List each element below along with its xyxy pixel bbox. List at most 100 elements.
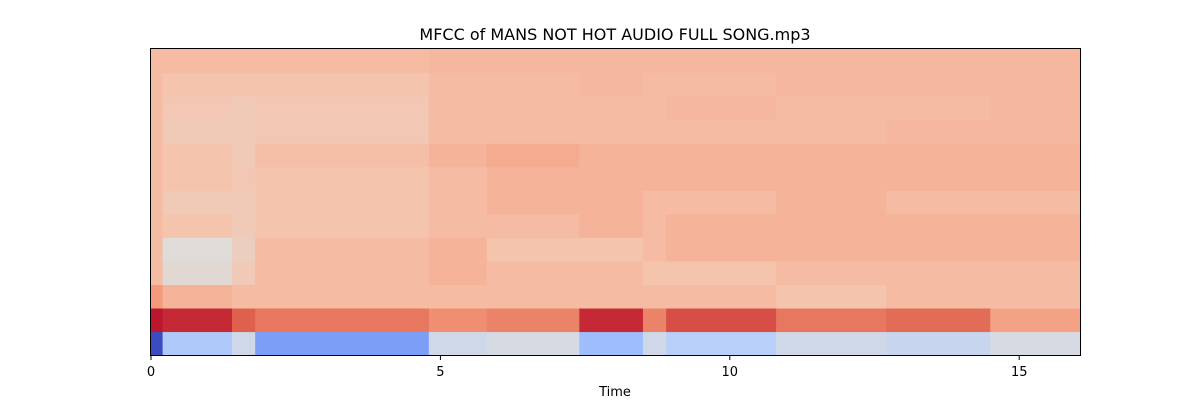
heatmap-cell: [666, 307, 777, 333]
heatmap-cell: [579, 49, 644, 74]
heatmap-cell: [232, 96, 256, 121]
heatmap-cell: [666, 143, 777, 168]
heatmap-cell: [151, 284, 164, 309]
heatmap-cell: [666, 237, 777, 262]
heatmap-cell: [579, 307, 644, 333]
heatmap-cell: [886, 307, 991, 333]
heatmap-cell: [255, 143, 430, 168]
heatmap-cell: [990, 72, 1081, 97]
heatmap-cell: [486, 190, 580, 215]
heatmap-cell: [666, 213, 777, 238]
heatmap-cell: [886, 284, 991, 309]
x-tick-label: 5: [436, 365, 444, 380]
heatmap-cell: [428, 72, 488, 97]
heatmap-cell: [886, 166, 991, 191]
heatmap-cells: [151, 49, 1081, 356]
heatmap-cell: [776, 119, 887, 144]
heatmap-cell: [486, 307, 580, 333]
heatmap-cell: [428, 166, 488, 191]
heatmap-cell: [255, 331, 430, 356]
heatmap-cell: [886, 119, 991, 144]
heatmap-cell: [579, 72, 644, 97]
heatmap-cell: [428, 190, 488, 215]
plot-frame: [150, 48, 1081, 356]
heatmap-cell: [776, 331, 887, 356]
heatmap-cell: [162, 213, 233, 238]
heatmap-cell: [642, 166, 667, 191]
heatmap-cell: [579, 96, 644, 121]
heatmap-cell: [776, 72, 887, 97]
heatmap-cell: [666, 190, 777, 215]
heatmap-cell: [255, 72, 430, 97]
heatmap-cell: [255, 96, 430, 121]
heatmap-cell: [776, 190, 887, 215]
heatmap-cell: [642, 96, 667, 121]
heatmap-cell: [162, 237, 233, 262]
heatmap-cell: [666, 260, 777, 285]
heatmap-cell: [151, 72, 164, 97]
heatmap-cell: [428, 143, 488, 168]
heatmap-cell: [162, 119, 233, 144]
heatmap-cell: [776, 49, 887, 74]
heatmap-cell: [232, 49, 256, 74]
heatmap-cell: [428, 49, 488, 74]
heatmap-cell: [151, 49, 164, 74]
heatmap-cell: [642, 119, 667, 144]
heatmap-cell: [255, 119, 430, 144]
heatmap-cell: [776, 213, 887, 238]
heatmap-cell: [486, 72, 580, 97]
heatmap-cell: [666, 331, 777, 356]
heatmap-cell: [642, 143, 667, 168]
heatmap-cell: [232, 260, 256, 285]
heatmap-cell: [776, 143, 887, 168]
heatmap-cell: [776, 166, 887, 191]
heatmap-cell: [990, 143, 1081, 168]
heatmap-cell: [162, 190, 233, 215]
heatmap-cell: [990, 49, 1081, 74]
heatmap-cell: [666, 96, 777, 121]
heatmap-cell: [428, 331, 488, 356]
heatmap-cell: [886, 190, 991, 215]
heatmap-cell: [428, 284, 488, 309]
heatmap-cell: [255, 307, 430, 333]
heatmap-cell: [642, 213, 667, 238]
heatmap-cell: [162, 307, 233, 333]
heatmap-cell: [486, 237, 580, 262]
heatmap-cell: [232, 143, 256, 168]
heatmap-cell: [666, 49, 777, 74]
heatmap-cell: [886, 331, 991, 356]
heatmap-cell: [642, 307, 667, 333]
heatmap-cell: [151, 143, 164, 168]
x-tick-label: 10: [722, 365, 739, 380]
heatmap-cell: [428, 260, 488, 285]
heatmap-cell: [666, 284, 777, 309]
heatmap-cell: [486, 119, 580, 144]
heatmap-cell: [990, 284, 1081, 309]
x-tick-label: 15: [1011, 365, 1028, 380]
heatmap-cell: [255, 213, 430, 238]
heatmap-cell: [990, 331, 1081, 356]
heatmap-cell: [642, 190, 667, 215]
heatmap-cell: [990, 119, 1081, 144]
heatmap-cell: [990, 166, 1081, 191]
heatmap-cell: [776, 284, 887, 309]
heatmap-cell: [579, 190, 644, 215]
heatmap-cell: [579, 331, 644, 356]
heatmap-cell: [486, 143, 580, 168]
heatmap-cell: [428, 96, 488, 121]
heatmap-cell: [232, 307, 256, 333]
heatmap-cell: [255, 284, 430, 309]
heatmap-cell: [151, 237, 164, 262]
heatmap-cell: [151, 190, 164, 215]
heatmap-cell: [886, 72, 991, 97]
heatmap-cell: [232, 213, 256, 238]
heatmap-cell: [990, 307, 1081, 333]
heatmap-cell: [776, 307, 887, 333]
heatmap-cell: [886, 96, 991, 121]
heatmap-cell: [486, 96, 580, 121]
heatmap-cell: [232, 331, 256, 356]
heatmap-cell: [162, 143, 233, 168]
heatmap-cell: [579, 166, 644, 191]
heatmap-cell: [579, 260, 644, 285]
